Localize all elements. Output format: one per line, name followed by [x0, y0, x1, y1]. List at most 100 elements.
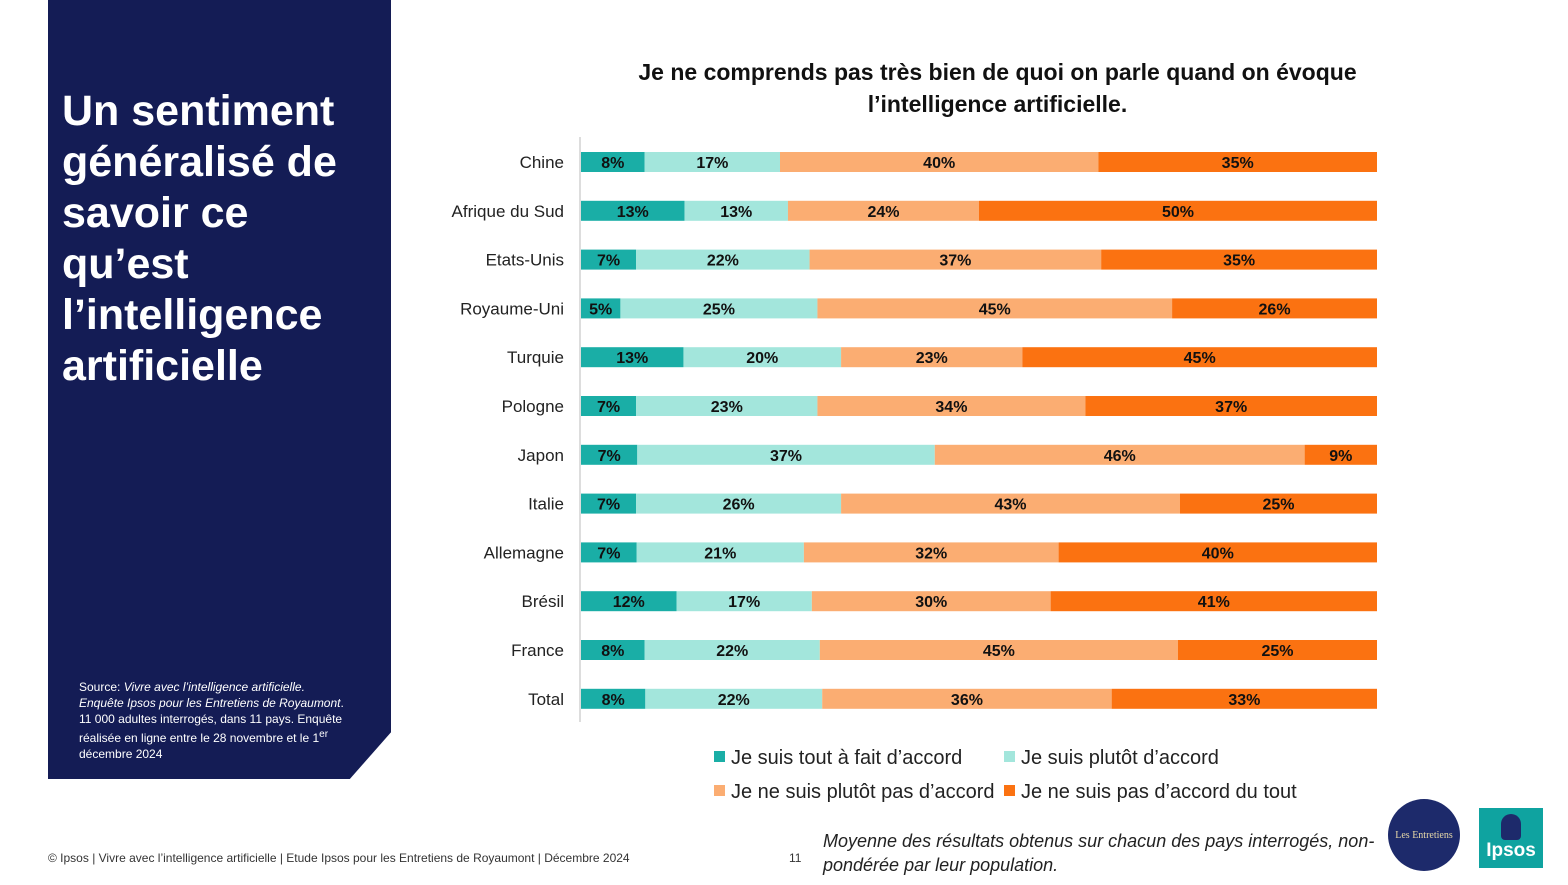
legend-label-pas-du-tout: Je ne suis pas d’accord du tout [1021, 781, 1297, 803]
data-label: 50% [1162, 204, 1194, 221]
bar-segment [645, 688, 823, 709]
legend-swatch-plutot-pas [714, 785, 725, 796]
source-prefix: Source: [79, 680, 124, 694]
data-label: 34% [935, 399, 967, 416]
bar-segment [1111, 688, 1377, 709]
data-label: 13% [616, 350, 648, 367]
data-label: 23% [711, 399, 743, 416]
source-study-title: Vivre avec l’intelligence artificielle. … [79, 680, 341, 710]
bar-segment [636, 249, 810, 270]
category-label: Brésil [521, 592, 564, 611]
bar-segment [780, 152, 1099, 172]
bar-segment [803, 542, 1059, 563]
source-date: décembre 2024 [79, 747, 163, 761]
data-label: 13% [720, 204, 752, 221]
bar-segment [636, 542, 804, 563]
bar-segment [620, 298, 818, 319]
ipsos-logo: Ipsos [1479, 808, 1543, 868]
category-label: Allemagne [484, 543, 564, 562]
source-note: Source: Vivre avec l’intelligence artifi… [79, 679, 347, 762]
data-label: 23% [916, 350, 948, 367]
data-label: 20% [746, 350, 778, 367]
category-label: Afrique du Sud [452, 202, 564, 221]
data-label: 26% [723, 497, 755, 514]
legend-swatch-pas-du-tout [1004, 785, 1015, 796]
legend-item-plutot-pas: Je ne suis plutôt pas d’accord [714, 781, 995, 804]
data-label: 7% [598, 448, 621, 465]
bar-segment [1179, 493, 1377, 514]
bar-segment [637, 444, 935, 465]
legend-item-plutot: Je suis plutôt d’accord [1004, 747, 1219, 770]
bar-segment [787, 200, 979, 221]
data-label: 8% [601, 155, 624, 172]
bar-segment [1058, 542, 1377, 563]
data-label: 22% [707, 253, 739, 270]
data-label: 22% [718, 692, 750, 709]
bar-segment [581, 542, 637, 563]
data-label: 25% [703, 301, 735, 318]
chart-title: Je ne comprends pas très bien de quoi on… [638, 59, 1357, 117]
category-label: France [511, 641, 564, 660]
bar-segment [581, 396, 637, 416]
bar-segment [817, 396, 1086, 416]
bar-segment [1178, 640, 1377, 660]
bar-segment [1304, 444, 1377, 465]
data-label: 17% [696, 155, 728, 172]
data-label: 35% [1222, 155, 1254, 172]
data-label: 8% [602, 692, 625, 709]
legend-item-tout-a-fait: Je suis tout à fait d’accord [714, 747, 962, 770]
data-label: 7% [597, 545, 620, 562]
bar-segment [684, 200, 788, 221]
data-label: 25% [1262, 497, 1294, 514]
data-label: 45% [983, 643, 1015, 660]
data-label: 33% [1228, 692, 1260, 709]
source-superscript: er [319, 729, 329, 740]
panel-title: Un sentiment généralisé de savoir ce qu’… [62, 87, 337, 390]
entretiens-logo: Les Entretiens [1388, 799, 1460, 871]
bar-segment [1101, 249, 1377, 270]
data-label: 9% [1329, 448, 1352, 465]
data-label: 37% [939, 253, 971, 270]
ipsos-logo-text: Ipsos [1486, 840, 1536, 861]
category-label: Italie [528, 495, 564, 514]
bar-segment [676, 591, 812, 612]
data-label: 45% [1184, 350, 1216, 367]
data-label: 26% [1259, 301, 1291, 318]
legend-label-plutot: Je suis plutôt d’accord [1021, 747, 1219, 769]
legend-label-tout-a-fait: Je suis tout à fait d’accord [731, 747, 963, 769]
data-label: 5% [589, 301, 612, 318]
data-label: 13% [617, 204, 649, 221]
legend-item-pas-du-tout: Je ne suis pas d’accord du tout [1004, 781, 1297, 804]
bar-segment [1022, 347, 1377, 368]
data-label: 45% [979, 301, 1011, 318]
data-label: 43% [995, 497, 1027, 514]
data-label: 24% [867, 204, 899, 221]
data-label: 7% [597, 399, 620, 416]
bar-segment [581, 298, 621, 319]
source-details: . 11 000 adultes interrogés, dans 11 pay… [79, 696, 344, 745]
bar-segment [581, 249, 637, 270]
bar-segment [1050, 591, 1377, 612]
data-label: 37% [1215, 399, 1247, 416]
bar-segment [581, 493, 637, 514]
ipsos-logo-head-icon [1501, 814, 1521, 840]
data-label: 7% [597, 253, 620, 270]
bar-segment [581, 591, 677, 612]
data-label: 40% [1202, 545, 1234, 562]
entretiens-logo-text: Les Entretiens [1395, 829, 1453, 841]
category-label: Total [528, 690, 564, 709]
bar-segment [1098, 152, 1377, 172]
bar-segment [1172, 298, 1377, 319]
bar-segment [581, 640, 645, 660]
bar-segment [644, 640, 820, 660]
bar-segment [644, 152, 780, 172]
bar-segment [841, 493, 1180, 514]
data-label: 32% [915, 545, 947, 562]
data-label: 35% [1223, 253, 1255, 270]
page-number: 11 [789, 851, 802, 865]
bar-segment [817, 298, 1173, 319]
bar-segment [934, 444, 1305, 465]
bar-segment [809, 249, 1102, 270]
data-label: 41% [1198, 594, 1230, 611]
